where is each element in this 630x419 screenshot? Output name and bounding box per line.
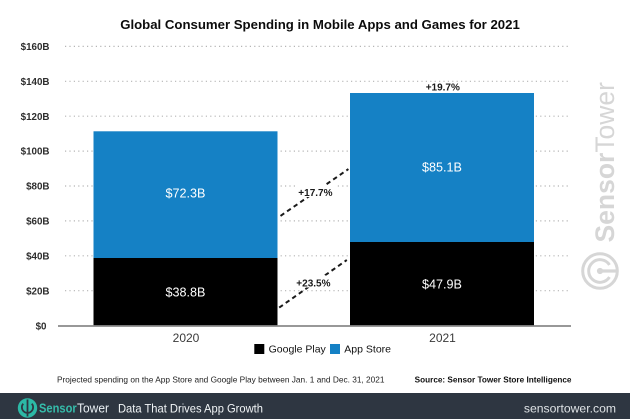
svg-text:$20B: $20B <box>26 286 49 297</box>
svg-text:$80B: $80B <box>26 182 49 193</box>
svg-text:Data That Drives App Growth: Data That Drives App Growth <box>118 401 263 415</box>
svg-text:$140B: $140B <box>21 77 50 88</box>
svg-text:+17.7%: +17.7% <box>298 188 332 199</box>
svg-text:Sensor: Sensor <box>39 400 77 415</box>
svg-text:$47.9B: $47.9B <box>422 278 462 292</box>
svg-text:Source: Sensor Tower Store Int: Source: Sensor Tower Store Intelligence <box>415 375 572 384</box>
svg-text:Global Consumer Spending in Mo: Global Consumer Spending in Mobile Apps … <box>120 17 520 32</box>
svg-text:$85.1B: $85.1B <box>422 161 462 175</box>
svg-text:Google Play: Google Play <box>269 344 327 356</box>
svg-text:$160B: $160B <box>21 42 50 53</box>
svg-text:$100B: $100B <box>21 147 50 158</box>
svg-text:$40B: $40B <box>26 251 49 262</box>
svg-text:$0: $0 <box>36 322 47 333</box>
svg-text:$38.8B: $38.8B <box>166 286 206 300</box>
svg-text:$72.3B: $72.3B <box>166 187 206 201</box>
svg-text:$60B: $60B <box>26 217 49 228</box>
svg-text:sensortower.com: sensortower.com <box>524 401 616 415</box>
svg-text:2020: 2020 <box>173 331 200 345</box>
svg-text:Projected spending on the App: Projected spending on the App Store and … <box>57 374 385 384</box>
svg-text:SensorTower: SensorTower <box>590 82 620 243</box>
svg-text:Tower: Tower <box>77 400 110 415</box>
svg-text:+23.5%: +23.5% <box>296 279 330 290</box>
svg-text:2021: 2021 <box>429 331 456 345</box>
svg-text:$120B: $120B <box>21 112 50 123</box>
svg-text:App Store: App Store <box>344 344 391 356</box>
svg-text:+19.7%: +19.7% <box>426 83 460 94</box>
